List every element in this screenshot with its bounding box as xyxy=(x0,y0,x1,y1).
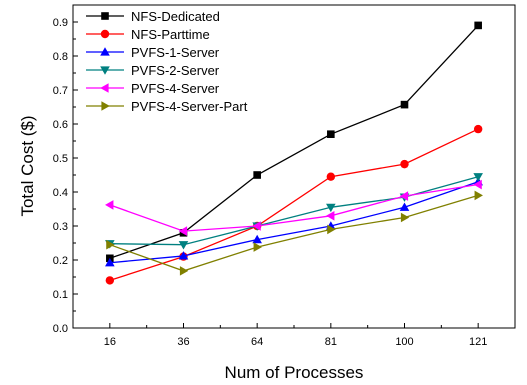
data-point xyxy=(327,224,336,235)
legend-marker xyxy=(101,101,110,111)
series-line xyxy=(109,183,479,232)
y-tick-label: 0.7 xyxy=(53,85,68,97)
y-tick-label: 0.5 xyxy=(53,153,68,165)
x-tick-label: 121 xyxy=(469,336,487,348)
data-point xyxy=(326,203,336,213)
data-point xyxy=(326,172,336,181)
y-tick-label: 0.4 xyxy=(53,187,68,199)
data-point xyxy=(474,21,482,30)
data-point xyxy=(105,257,115,267)
series-pvfs-4-server xyxy=(105,179,482,236)
series-pvfs-4-server-part xyxy=(106,190,483,276)
y-axis-title: Total Cost ($) xyxy=(18,115,37,216)
data-point xyxy=(400,212,410,223)
legend-item: NFS-Parttime xyxy=(86,27,210,42)
legend-item: NFS-Dedicated xyxy=(86,9,220,24)
data-point xyxy=(473,124,483,134)
data-point xyxy=(106,239,115,250)
legend-item: PVFS-2-Server xyxy=(86,63,220,78)
x-axis: 16 36 64 81 100 121 xyxy=(72,323,516,348)
series-layer xyxy=(105,21,483,285)
y-tick-label: 0.8 xyxy=(53,51,68,63)
data-point xyxy=(473,179,482,190)
legend-label: PVFS-1-Server xyxy=(131,45,220,60)
y-tick-label: 0.9 xyxy=(53,17,68,29)
data-point xyxy=(327,130,335,138)
legend-label: NFS-Dedicated xyxy=(131,9,220,24)
legend-label: NFS-Parttime xyxy=(131,27,210,42)
x-axis-title: Num of Processes xyxy=(225,363,364,382)
x-tick-label: 16 xyxy=(104,336,116,348)
legend: NFS-Dedicated NFS-Parttime PVFS-1-Server PV… xyxy=(86,9,248,114)
data-point xyxy=(178,241,189,250)
data-point xyxy=(178,226,188,236)
legend-label: PVFS-4-Server-Part xyxy=(131,99,248,114)
x-tick-label: 100 xyxy=(395,336,413,348)
y-tick-label: 0.1 xyxy=(53,289,68,301)
series-line xyxy=(109,194,479,272)
legend-marker xyxy=(100,47,110,56)
legend-marker xyxy=(101,12,109,20)
x-tick-label: 36 xyxy=(177,336,189,348)
data-point xyxy=(253,242,262,252)
data-point xyxy=(474,190,483,201)
y-tick-label: 0.3 xyxy=(53,221,68,233)
data-point xyxy=(178,251,189,260)
legend-marker xyxy=(100,66,110,75)
legend-marker xyxy=(100,83,109,93)
y-tick-label: 0.2 xyxy=(53,255,68,267)
data-point xyxy=(252,221,261,231)
y-axis: 0.0 0.1 0.2 0.3 0.4 0.5 0.6 0.7 0.8 0.9 xyxy=(53,17,78,335)
series-line xyxy=(109,128,479,282)
data-point xyxy=(326,211,335,221)
series-line xyxy=(109,181,479,264)
y-tick-label: 0.6 xyxy=(53,119,68,131)
data-point xyxy=(473,173,483,182)
legend-label: PVFS-4-Server xyxy=(131,81,220,96)
data-point xyxy=(399,202,410,211)
data-point xyxy=(400,159,409,169)
data-point xyxy=(399,191,409,201)
data-point xyxy=(105,276,115,285)
legend-item: PVFS-4-Server-Part xyxy=(86,99,248,114)
legend-marker xyxy=(100,29,110,39)
data-point xyxy=(252,234,262,244)
y-tick-label: 0.0 xyxy=(53,323,68,335)
series-line xyxy=(109,24,479,259)
legend-item: PVFS-4-Server xyxy=(86,81,220,96)
x-tick-label: 64 xyxy=(251,336,263,348)
legend-label: PVFS-2-Server xyxy=(131,63,220,78)
series-line xyxy=(109,176,479,246)
legend-item: PVFS-1-Server xyxy=(86,45,220,60)
data-point xyxy=(105,200,114,210)
x-tick-label: 81 xyxy=(325,336,337,348)
series-nfs-parttime xyxy=(105,124,483,285)
data-point xyxy=(400,100,409,109)
data-point xyxy=(179,266,189,276)
data-point xyxy=(253,171,261,179)
